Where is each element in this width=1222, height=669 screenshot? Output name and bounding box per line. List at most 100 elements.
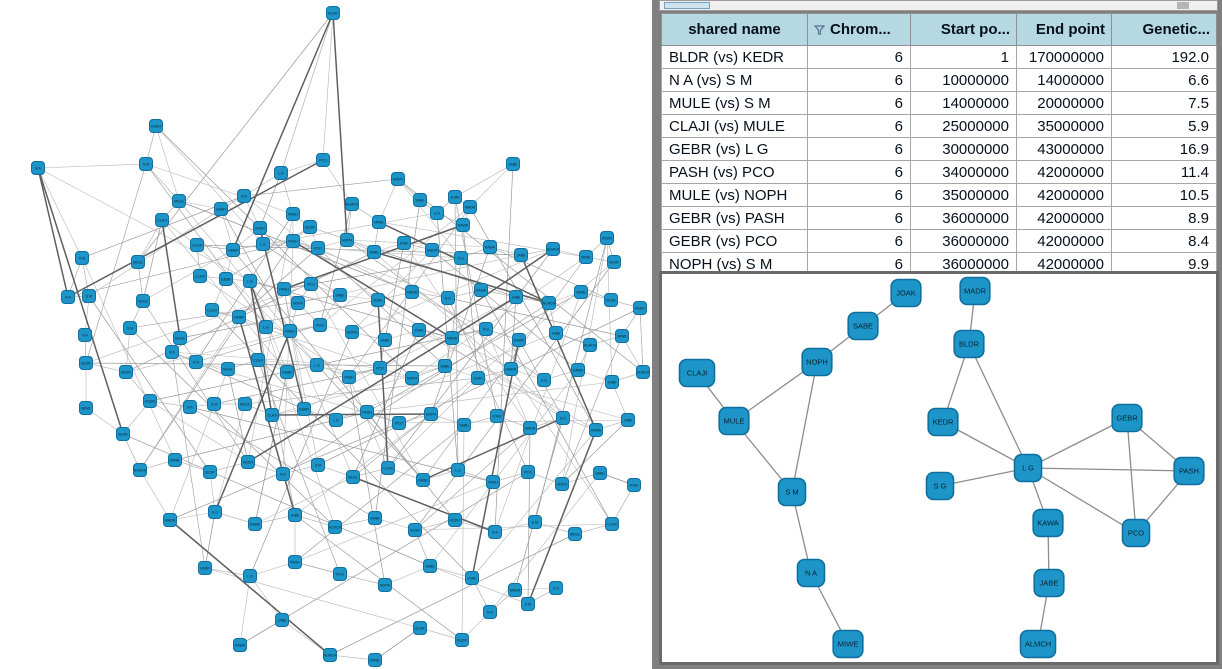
graph-node[interactable]: SABE bbox=[847, 311, 879, 341]
column-header-chromosome[interactable]: Chrom... bbox=[807, 13, 911, 46]
graph-node[interactable]: S G bbox=[430, 206, 444, 220]
graph-node[interactable]: MADR bbox=[425, 243, 439, 257]
table-row[interactable]: PASH (vs) PCO 6 34000000 42000000 11.4 bbox=[661, 160, 1217, 184]
graph-node[interactable]: GEBR bbox=[416, 473, 430, 487]
graph-node[interactable]: BLDR bbox=[607, 255, 621, 269]
table-row[interactable]: GEBR (vs) PASH 6 36000000 42000000 8.9 bbox=[661, 206, 1217, 230]
graph-node[interactable]: KEDR bbox=[455, 633, 469, 647]
graph-node[interactable]: PASH bbox=[286, 234, 300, 248]
graph-node[interactable]: MULE bbox=[718, 406, 750, 436]
table-horizontal-scrollbar[interactable] bbox=[659, 0, 1218, 11]
graph-node[interactable]: JOAK bbox=[371, 293, 385, 307]
graph-node[interactable]: S G bbox=[537, 373, 551, 387]
graph-node[interactable]: JABE bbox=[288, 508, 302, 522]
graph-node[interactable]: BLDR bbox=[413, 621, 427, 635]
graph-node[interactable]: NOPH bbox=[555, 477, 569, 491]
table-row[interactable]: MULE (vs) S M 6 14000000 20000000 7.5 bbox=[661, 91, 1217, 115]
graph-node[interactable]: KAWA bbox=[456, 218, 470, 232]
filtered-network-view[interactable]: JOAK SABE NOPH CLAJI MULE S M N A MIWE MADR BLDR K… bbox=[659, 271, 1219, 665]
graph-node[interactable]: N A bbox=[31, 161, 45, 175]
graph-node[interactable]: GEBR bbox=[226, 243, 240, 257]
graph-node[interactable]: JOAK bbox=[465, 571, 479, 585]
graph-node[interactable]: NOPH bbox=[424, 407, 438, 421]
graph-node[interactable]: JOAK bbox=[627, 478, 641, 492]
graph-node[interactable]: JABE bbox=[509, 290, 523, 304]
graph-node[interactable]: PCO bbox=[373, 361, 387, 375]
graph-node[interactable]: MADR bbox=[959, 276, 991, 306]
graph-node[interactable]: MULE bbox=[172, 194, 186, 208]
graph-node[interactable]: S G bbox=[479, 322, 493, 336]
graph-node[interactable]: PASH bbox=[286, 207, 300, 221]
graph-node[interactable]: GEBR bbox=[198, 561, 212, 575]
graph-node[interactable]: ALMCH bbox=[1019, 629, 1057, 659]
graph-node[interactable]: JABE bbox=[506, 157, 520, 171]
graph-node[interactable]: MULE bbox=[131, 255, 145, 269]
graph-node[interactable]: NOPH bbox=[345, 325, 359, 339]
graph-node[interactable]: CLAJI bbox=[205, 303, 219, 317]
graph-node[interactable]: PCO bbox=[316, 153, 330, 167]
table-row[interactable]: NOPH (vs) S M 6 36000000 42000000 9.9 bbox=[661, 252, 1217, 276]
graph-node[interactable]: GEBR bbox=[219, 272, 233, 286]
graph-node[interactable]: MADR bbox=[523, 421, 537, 435]
graph-node[interactable]: S M bbox=[311, 458, 325, 472]
graph-node[interactable]: MULE bbox=[238, 397, 252, 411]
graph-node[interactable]: MULE bbox=[221, 362, 235, 376]
graph-node[interactable]: MIWE bbox=[615, 329, 629, 343]
graph-node[interactable]: CLAJI bbox=[155, 213, 169, 227]
graph-node[interactable]: KEDR bbox=[927, 407, 959, 437]
scrollbar-thumb[interactable] bbox=[664, 2, 710, 9]
graph-node[interactable]: L G bbox=[243, 569, 257, 583]
graph-node[interactable]: PASH bbox=[486, 475, 500, 489]
graph-node[interactable]: MULE bbox=[136, 294, 150, 308]
graph-node[interactable]: S M bbox=[123, 321, 137, 335]
graph-node[interactable]: MIWE bbox=[79, 401, 93, 415]
graph-node[interactable]: CLAJI bbox=[193, 269, 207, 283]
graph-node[interactable]: JOAK bbox=[890, 278, 922, 308]
column-header-start-point[interactable]: Start po... bbox=[910, 13, 1017, 46]
graph-node[interactable]: N A bbox=[488, 525, 502, 539]
graph-node[interactable]: JOAK bbox=[490, 409, 504, 423]
graph-node[interactable]: S M bbox=[777, 477, 807, 507]
graph-node[interactable]: NOPH bbox=[291, 296, 305, 310]
graph-node[interactable]: MADR bbox=[405, 285, 419, 299]
graph-node[interactable]: GEBR bbox=[232, 310, 246, 324]
graph-node[interactable]: KAWA bbox=[233, 638, 247, 652]
graph-node[interactable]: JABE bbox=[514, 248, 528, 262]
graph-node[interactable]: MADR bbox=[463, 200, 477, 214]
graph-node[interactable]: S G bbox=[454, 251, 468, 265]
graph-node[interactable]: KEDR bbox=[149, 119, 163, 133]
graph-node[interactable]: CLAJI bbox=[381, 461, 395, 475]
graph-node[interactable]: JOAK bbox=[397, 236, 411, 250]
graph-node[interactable]: BLDR bbox=[408, 523, 422, 537]
graph-node[interactable]: CLAJI bbox=[251, 353, 265, 367]
graph-node[interactable]: BLDR bbox=[116, 427, 130, 441]
graph-node[interactable]: N A bbox=[165, 345, 179, 359]
graph-node[interactable]: JABE bbox=[1033, 568, 1065, 598]
graph-node[interactable]: N A bbox=[796, 558, 826, 588]
graph-node[interactable]: KEDR bbox=[633, 301, 647, 315]
table-row[interactable]: MULE (vs) NOPH 6 35000000 42000000 10.5 bbox=[661, 183, 1217, 207]
filtered-network-canvas[interactable]: JOAK SABE NOPH CLAJI MULE S M N A MIWE MADR BLDR K… bbox=[662, 274, 1216, 662]
graph-node[interactable]: KEDR bbox=[448, 513, 462, 527]
graph-node[interactable]: SABE bbox=[438, 359, 452, 373]
graph-node[interactable]: PCO bbox=[313, 318, 327, 332]
graph-node[interactable]: ALMCH bbox=[583, 338, 597, 352]
graph-node[interactable]: SABE bbox=[423, 559, 437, 573]
graph-node[interactable]: KEDR bbox=[143, 394, 157, 408]
graph-node[interactable]: L G bbox=[274, 166, 288, 180]
graph-node[interactable]: JOAK bbox=[412, 323, 426, 337]
graph-node[interactable]: KEDR bbox=[253, 221, 267, 235]
graph-node[interactable]: JABE bbox=[605, 375, 619, 389]
graph-node[interactable]: S G bbox=[208, 505, 222, 519]
graph-node[interactable]: ALMCH bbox=[636, 365, 650, 379]
graph-node[interactable]: MIWE bbox=[368, 511, 382, 525]
graph-node[interactable]: PCO bbox=[311, 241, 325, 255]
graph-node[interactable]: PCO bbox=[333, 567, 347, 581]
graph-node[interactable]: SABE bbox=[457, 418, 471, 432]
graph-node[interactable]: BLDR bbox=[79, 356, 93, 370]
table-row[interactable]: BLDR (vs) KEDR 6 1 170000000 192.0 bbox=[661, 45, 1217, 69]
graph-node[interactable]: L G bbox=[259, 320, 273, 334]
graph-node[interactable]: SABE bbox=[378, 333, 392, 347]
column-header-end-point[interactable]: End point bbox=[1016, 13, 1112, 46]
graph-node[interactable]: KAWA bbox=[512, 333, 526, 347]
